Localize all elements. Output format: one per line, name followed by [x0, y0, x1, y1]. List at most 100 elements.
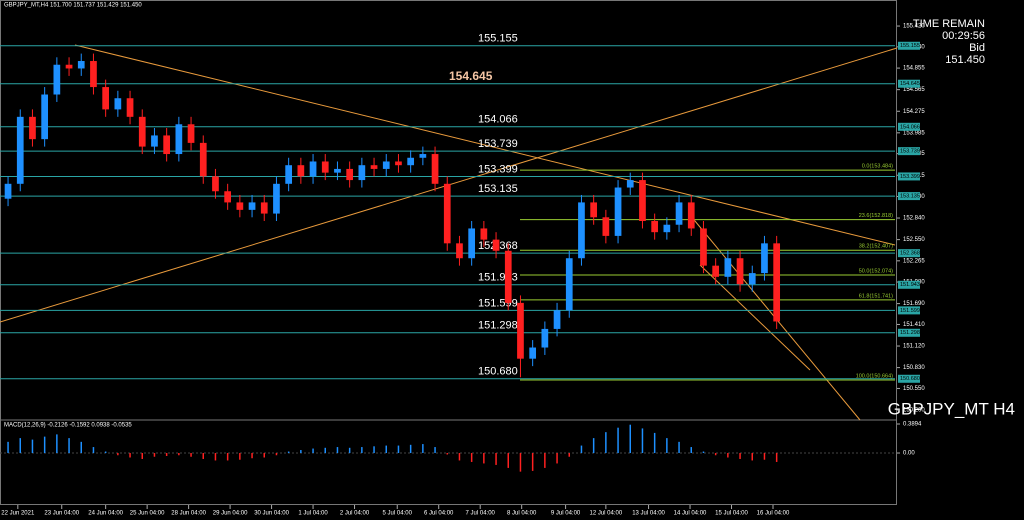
candle-body [358, 165, 366, 181]
candle-body [663, 224, 671, 233]
level-label: 155.155 [478, 33, 518, 45]
fib-label: 100.0(150.664) [856, 373, 893, 379]
level-label: 153.135 [478, 183, 518, 195]
level-axis-label: 150.680 [900, 376, 920, 382]
y-tick-label: 151.690 [903, 301, 925, 307]
candle-body [114, 98, 122, 110]
level-axis-box [898, 79, 920, 88]
level-axis-label: 151.599 [900, 308, 920, 314]
candle-body [578, 202, 585, 259]
x-tick-label: 24 Jun 04:00 [88, 511, 123, 517]
candle-body [273, 183, 280, 214]
candle-body [346, 168, 354, 181]
level-axis-label: 153.399 [900, 174, 920, 180]
y-tick-label: 0.3894 [903, 422, 922, 428]
level-axis-box [898, 122, 920, 131]
y-tick-label: 154.275 [903, 109, 925, 115]
candle-body [541, 328, 549, 348]
candle-body [407, 157, 415, 166]
level-label: 151.298 [478, 320, 518, 332]
candle-body [480, 228, 488, 240]
level-axis-label: 154.645 [900, 81, 920, 87]
y-tick-label: 153.985 [903, 130, 925, 136]
candle-body [651, 221, 659, 233]
level-label: 153.739 [478, 138, 518, 150]
x-tick-label: 7 Jul 04:00 [466, 511, 496, 517]
macd-title: MACD(12,26,9) -0.2126 -0.1592 0.0938 -0.… [4, 423, 132, 429]
candle-body [41, 94, 49, 140]
x-tick-label: 12 Jul 04:00 [590, 511, 623, 517]
y-tick-label: 0.00 [903, 451, 915, 457]
x-tick-label: 8 Jul 04:00 [507, 511, 537, 517]
candle-body [504, 250, 512, 303]
x-tick-label: 23 Jun 04:00 [44, 511, 79, 517]
candle-body [553, 310, 561, 329]
x-tick-label: 29 Jun 04:00 [213, 511, 248, 517]
candle-body [321, 161, 329, 173]
x-tick-label: 5 Jul 04:00 [383, 511, 413, 517]
level-axis-label: 155.155 [900, 43, 920, 49]
candle-body [382, 161, 390, 169]
fib-label: 38.2(152.407) [859, 244, 893, 250]
y-tick-label: 151.120 [903, 344, 925, 350]
candle-body [334, 168, 341, 173]
level-axis-box [898, 374, 920, 383]
candle-body [187, 124, 195, 143]
candle-body [626, 180, 634, 188]
candle-body [492, 239, 500, 251]
fib-label: 61.8(151.741) [859, 293, 893, 299]
candle-body [395, 161, 402, 166]
x-tick-label: 2 Jul 04:00 [340, 511, 370, 517]
y-tick-label: 150.550 [903, 386, 925, 392]
candle-body [285, 165, 293, 184]
candle-body [724, 258, 732, 277]
candle-body [748, 273, 756, 285]
candle-body [761, 243, 768, 274]
x-tick-label: 28 Jun 04:00 [171, 511, 206, 517]
level-label: 151.943 [478, 272, 518, 284]
candle-body [138, 116, 146, 147]
candle-body [602, 217, 610, 236]
candle-body [431, 154, 439, 184]
level-axis-label: 153.135 [900, 194, 920, 200]
candle-body [175, 124, 183, 155]
candle-body [151, 135, 158, 147]
level-axis-label: 152.368 [900, 251, 920, 257]
candle-body [212, 176, 219, 192]
candle-body [590, 202, 598, 218]
y-tick-label: 154.565 [903, 87, 925, 93]
info-text: 151.450 [945, 54, 985, 66]
candle-body [639, 180, 646, 222]
candle-body [370, 165, 378, 169]
candle-body [736, 258, 744, 285]
candle-body [260, 202, 268, 214]
candle-body [419, 154, 427, 158]
x-tick-label: 25 Jun 04:00 [130, 511, 165, 517]
x-tick-label: 13 Jul 04:00 [632, 511, 665, 517]
x-tick-label: 16 Jul 04:00 [757, 511, 790, 517]
level-axis-box [898, 328, 920, 337]
y-tick-label: 152.550 [903, 237, 925, 243]
level-axis-box [898, 147, 920, 156]
x-tick-label: 22 Jun 2021 [1, 511, 35, 517]
candle-body [90, 61, 97, 88]
y-tick-label: 150.260 [903, 408, 925, 414]
level-label: 151.599 [478, 297, 518, 309]
symbol-label: GBPJPY_MT H4 [888, 399, 1015, 418]
fib-label: 50.0(152.074) [859, 268, 893, 274]
x-tick-label: 30 Jun 04:00 [254, 511, 289, 517]
candle-body [773, 243, 781, 322]
info-text: 00:29:56 [942, 30, 985, 42]
y-tick-label: 152.265 [903, 258, 925, 264]
candle-body [199, 142, 207, 177]
candle-body [456, 243, 463, 259]
candle-body [443, 183, 451, 244]
level-label: 150.680 [478, 366, 518, 378]
level-label: 153.399 [478, 163, 518, 175]
candle-body [297, 165, 305, 177]
candle-body [614, 187, 622, 236]
candle-body [163, 135, 171, 155]
candle-body [675, 202, 683, 225]
